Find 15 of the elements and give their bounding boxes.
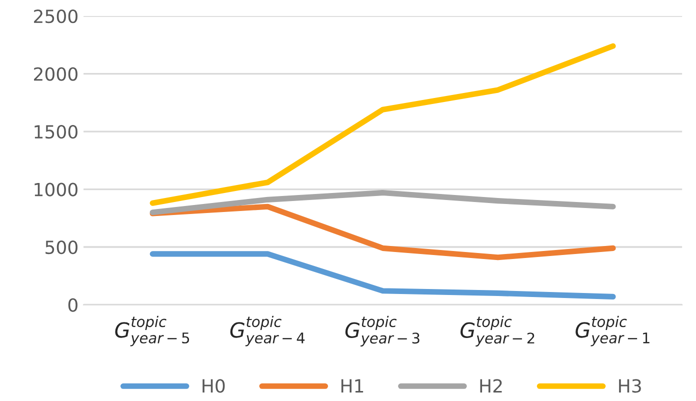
legend-label: H1 [341, 379, 364, 392]
x-tick-label: G$^{topic}$$_{year−1}$ [576, 316, 650, 346]
legend-label: H0 [202, 379, 225, 393]
legend-label: H3 [619, 379, 641, 393]
x-tick-label: G$^{topic}$$_{year−3}$ [345, 316, 420, 346]
x-tick-label: G$^{topic}$$_{year−4}$ [230, 316, 305, 346]
x-tick-label: G$^{topic}$$_{year−5}$ [115, 316, 190, 346]
y-tick-label: 2500 [34, 10, 78, 24]
x-tick-label: G$^{topic}$$_{year−2}$ [460, 316, 534, 346]
y-tick-label: 500 [46, 240, 78, 254]
y-tick-label: 0 [68, 298, 78, 312]
y-tick-label: 1500 [34, 124, 78, 139]
y-tick-label: 1000 [34, 182, 78, 196]
legend-label: H2 [480, 379, 502, 392]
y-tick-label: 2000 [34, 67, 78, 81]
